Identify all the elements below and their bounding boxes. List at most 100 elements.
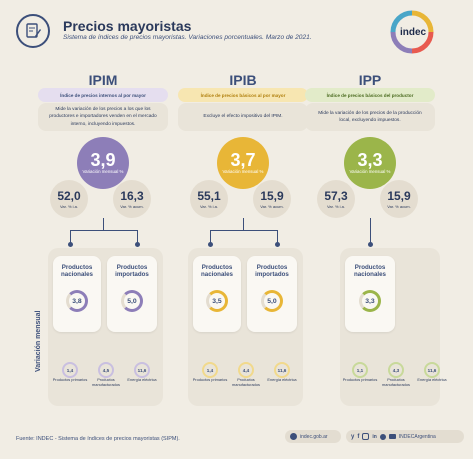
ipp-sub-primarios-label: Productos primarios [342,377,378,382]
page-subtitle: Sistema de índices de precios mayoristas… [63,34,312,41]
indec-logo-icon [390,10,434,54]
ipim-yoy-label: Var. % i.a. [60,203,78,209]
ipib-sub-energia: 11,6 Energía eléctrica [264,362,300,387]
ipim-acc-value: 16,3 [120,188,144,203]
ipp-connector-stem [370,218,371,244]
ipp-sub-manufacturados: 4,3 Productos manufacturados [378,362,414,387]
ipib-acc: 15,9 Var. % acum. [253,180,291,218]
ipib-importados-ring: 5,0 [261,290,283,313]
ipib-connector-right [277,230,278,244]
ipib-acc-value: 15,9 [260,188,284,203]
ipib-sub-energia-ring: 11,6 [274,362,290,378]
twitter-icon[interactable]: y [351,433,355,440]
ipim-importados-value: 5,0 [127,297,137,305]
ipib-nacionales-value: 3,5 [212,297,222,305]
ipp-yoy-label: Var. % i.a. [327,203,345,209]
column-ipim-title: IPIM [88,72,118,88]
page-title: Precios mayoristas [63,18,192,34]
ipib-monthly-value: 3,7 [230,150,256,171]
ipib-acc-label: Var. % acum. [260,203,284,209]
ipim-connector-right [137,230,138,244]
ipp-yoy: 57,3 Var. % i.a. [317,180,355,218]
ipib-connector-stem [243,218,244,230]
ipp-yoy-value: 57,3 [324,188,348,203]
column-ipp-banner: Índice de precios básicos del productor [305,88,435,102]
ipib-connector-left [210,230,211,244]
column-ipp-title: IPP [358,72,382,88]
ipib-importados-label: Productos importados [255,264,289,279]
ipib-connector-bar [210,230,277,231]
ipim-sub-primarios-label: Productos primarios [52,377,88,382]
ipim-connector-bar [70,230,137,231]
ipp-acc: 15,9 Var. % acum. [380,180,418,218]
ipim-sub-primarios-ring: 1,4 [62,362,78,378]
facebook-icon[interactable]: f [357,433,360,440]
ipib-sub-row: 1,4 Productos primarios 4,4 Productos ma… [192,362,300,387]
ipib-yoy-value: 55,1 [197,188,221,203]
instagram-icon[interactable] [362,433,370,440]
ipp-sub-manufacturados-label: Productos manufacturados [382,377,410,387]
ipib-nacionales-label: Productos nacionales [201,264,233,279]
ipp-sub-manufacturados-value: 4,3 [392,367,400,373]
ipim-yoy-value: 52,0 [57,188,81,203]
ipib-sub-manufacturados-ring: 4,4 [238,362,254,378]
ipim-sub-primarios-value: 1,4 [66,367,74,373]
ipp-sub-energia-ring: 11,6 [424,362,440,378]
column-ipim-description: Mide la variación de los precios a los q… [38,103,168,131]
ipim-monthly-value: 3,9 [90,150,116,171]
ipim-card-nacionales: Productos nacionales 3,8 [53,256,101,332]
ipib-monthly-label: Variación mensual % [222,169,264,175]
ipib-sub-primarios-label: Productos primarios [192,377,228,382]
ipib-sub-energia-value: 11,6 [277,367,287,373]
ipim-sub-manufacturados-label: Productos manufacturados [92,377,120,387]
ipib-yoy: 55,1 Var. % i.a. [190,180,228,218]
side-label: Variación mensual [35,310,42,372]
column-ipp-monthly: 3,3 Variación mensual % [344,137,396,189]
ipib-sub-primarios-value: 1,4 [206,367,214,373]
linkedin-icon[interactable]: in [372,433,377,440]
ipib-sub-manufacturados-label: Productos manufacturados [232,377,260,387]
ipib-sub-manufacturados: 4,4 Productos manufacturados [228,362,264,387]
column-ipp-description: Mide la variación de los precios de la p… [305,103,435,131]
ipim-connector-dot-right [135,242,140,247]
ipp-nacionales-ring: 3,3 [359,290,381,313]
column-ipib-title: IPIB [229,72,257,88]
ipp-sub-primarios-value: 1,1 [356,367,364,373]
youtube-icon[interactable] [388,434,396,439]
footer-source: Fuente: INDEC - Sistema de índices de pr… [16,436,180,442]
ipp-monthly-value: 3,3 [357,150,383,171]
ipp-acc-value: 15,9 [387,188,411,203]
ipp-sub-energia: 11,6 Energía eléctrica [414,362,450,387]
ipim-sub-row: 1,4 Productos primarios 4,5 Productos ma… [52,362,160,387]
ipim-sub-primarios: 1,4 Productos primarios [52,362,88,387]
ipp-card-nacionales: Productos nacionales 3,3 [345,256,395,332]
ipim-importados-ring: 5,0 [121,290,143,313]
ipim-nacionales-label: Productos nacionales [61,264,93,279]
document-pencil-icon [16,14,50,48]
ipim-acc: 16,3 Var. % acum. [113,180,151,218]
ipim-sub-energia-label: Energía eléctrica [127,377,157,382]
ipim-importados-label: Productos importados [115,264,149,279]
ipib-sub-primarios-ring: 1,4 [202,362,218,378]
logo-text: indec [400,27,427,38]
spotify-icon[interactable] [379,433,386,440]
ipim-connector-stem [103,218,104,230]
column-ipib-banner: Índice de precios básicos al por mayor [178,88,308,102]
globe-icon [290,433,297,440]
ipp-connector-dot [368,242,373,247]
ipp-sub-row: 1,1 Productos primarios 4,3 Productos ma… [342,362,447,387]
social-links[interactable]: y f in INDECArgentina [346,430,464,443]
social-handle: INDECArgentina [398,433,436,440]
ipp-monthly-label: Variación mensual % [349,169,391,175]
ipp-nacionales-label: Productos nacionales [354,264,386,279]
ipp-acc-label: Var. % acum. [387,203,411,209]
column-ipim-monthly: 3,9 Variación mensual % [77,137,129,189]
ipib-connector-dot-right [275,242,280,247]
column-ipim-banner: Índice de precios internos al por mayor [38,88,168,102]
website-link[interactable]: indec.gob.ar [285,430,341,443]
ipim-sub-energia-ring: 11,6 [134,362,150,378]
column-ipib-description: Excluye el efecto impositivo del IPIM. [178,103,308,131]
ipib-importados-value: 5,0 [267,297,277,305]
ipib-sub-energia-label: Energía eléctrica [267,377,297,382]
ipp-sub-energia-label: Energía eléctrica [417,377,447,382]
